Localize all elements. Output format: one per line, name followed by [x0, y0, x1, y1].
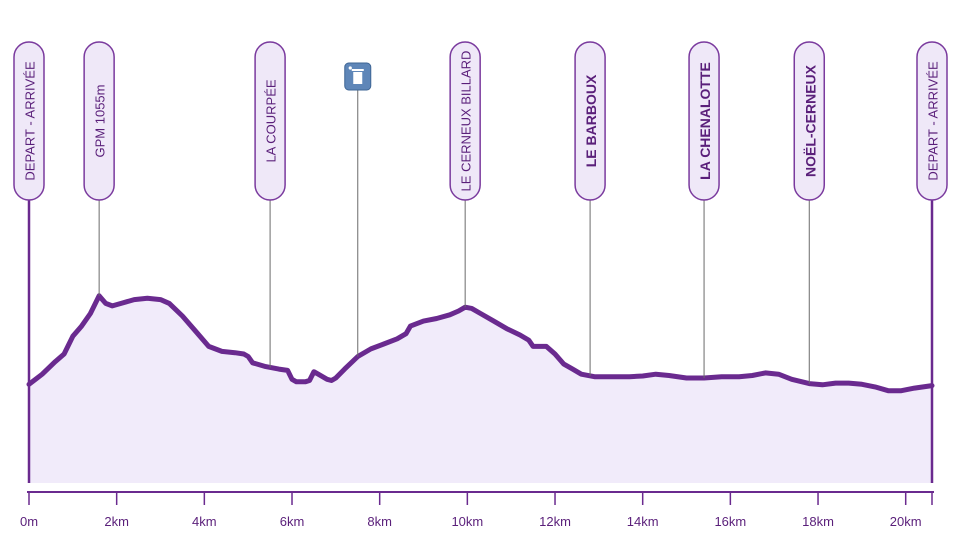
marker-layer: DEPART - ARRIVÉE GPM 1055m LA COURPÉE LE CE…	[13, 41, 948, 483]
marker-5: LA CHENALOTTE	[688, 41, 720, 379]
x-tick-label-5: 10km	[451, 514, 483, 529]
marker-3: LE CERNEUX BILLARD	[449, 41, 481, 308]
x-tick-label-1: 2km	[104, 514, 129, 529]
x-tick-label-6: 12km	[539, 514, 571, 529]
marker-2: LA COURPÉE	[254, 41, 286, 368]
profile-line	[26, 293, 935, 394]
marker-pill	[449, 41, 481, 201]
x-tick-label-2: 4km	[192, 514, 217, 529]
icon-person-head	[348, 66, 352, 70]
marker-label: LA COURPÉE	[264, 79, 279, 162]
x-tick-label-0: 0m	[20, 514, 38, 529]
x-tick-label-8: 16km	[714, 514, 746, 529]
profile-area-fill	[29, 295, 932, 483]
marker-6: NOËL-CERNEUX	[793, 41, 826, 384]
marker-1: GPM 1055m	[83, 41, 115, 296]
marker-pill	[13, 41, 45, 201]
trash-bin-icon	[344, 62, 372, 357]
x-tick-label-3: 6km	[280, 514, 305, 529]
icon-bin-body	[353, 72, 363, 84]
x-tick-label-7: 14km	[627, 514, 659, 529]
marker-pill	[83, 41, 115, 201]
marker-label: DEPART - ARRIVÉE	[23, 61, 38, 181]
marker-label: GPM 1055m	[93, 85, 108, 158]
marker-label: DEPART - ARRIVÉE	[926, 61, 941, 181]
marker-label: LA CHENALOTTE	[697, 62, 713, 180]
marker-pill	[688, 41, 720, 201]
marker-4: LE BARBOUX	[574, 41, 606, 376]
x-tick-label-4: 8km	[367, 514, 392, 529]
x-tick-label-9: 18km	[802, 514, 834, 529]
marker-0: DEPART - ARRIVÉE	[13, 41, 45, 483]
marker-pill	[254, 41, 286, 201]
marker-label: LE BARBOUX	[583, 74, 599, 167]
marker-label: LE CERNEUX BILLARD	[459, 51, 474, 192]
marker-7: DEPART - ARRIVÉE	[916, 41, 948, 483]
marker-pill	[916, 41, 948, 201]
marker-pill	[793, 41, 826, 201]
marker-pill	[574, 41, 606, 201]
marker-label: NOËL-CERNEUX	[802, 64, 818, 177]
x-axis: 0m 2km 4km 6km 8km 10km 12km 14km 16km 18km 20km	[20, 491, 934, 529]
x-tick-label-10: 20km	[890, 514, 922, 529]
profile-area-layer	[26, 293, 935, 483]
icon-bin-lid	[351, 69, 364, 71]
